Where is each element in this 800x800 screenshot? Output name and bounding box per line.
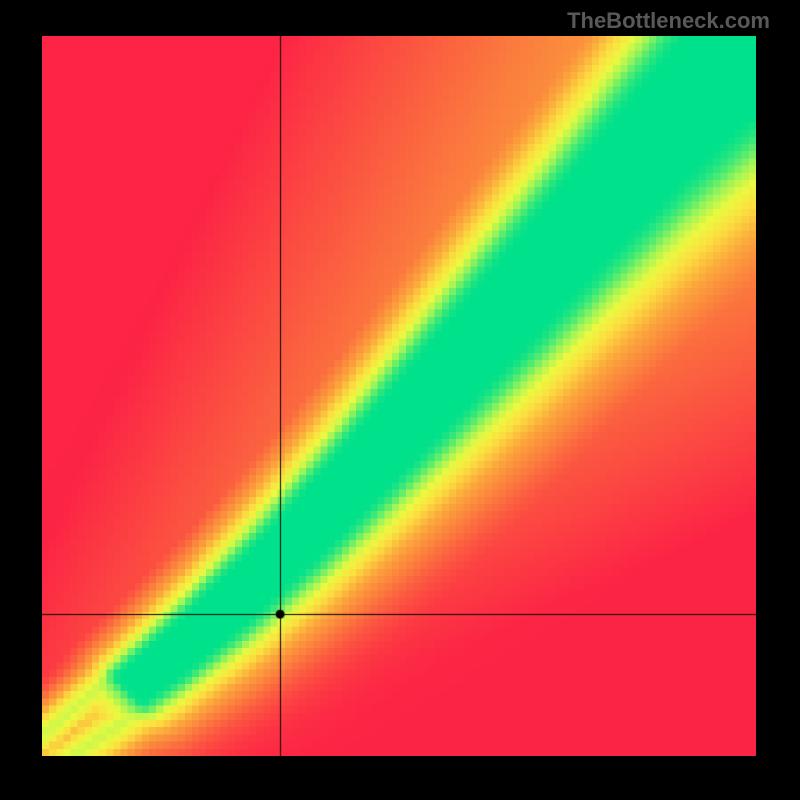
crosshair-overlay — [42, 36, 756, 756]
heatmap-plot — [42, 36, 756, 756]
watermark-label: TheBottleneck.com — [567, 8, 770, 34]
figure-frame: TheBottleneck.com — [0, 0, 800, 800]
